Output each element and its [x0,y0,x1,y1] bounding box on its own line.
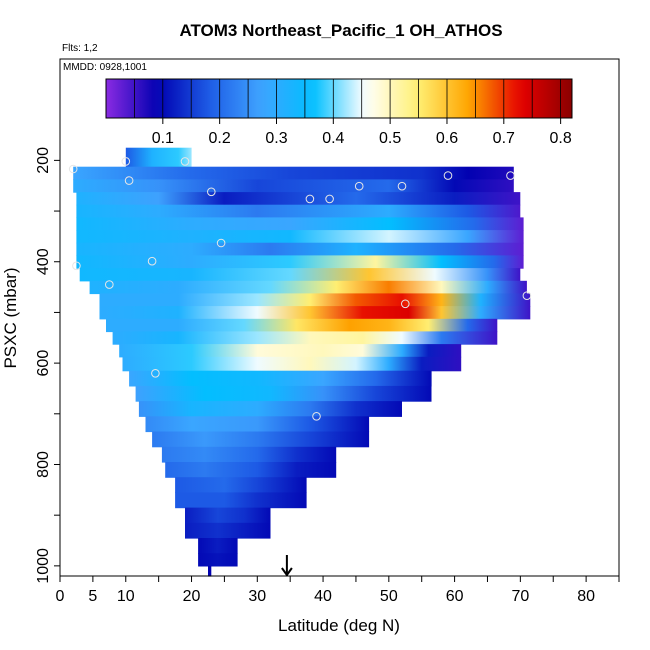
sample-point [443,171,453,180]
sample-point [325,194,334,204]
colorbar-gradient [105,78,573,119]
heatmap-band [175,492,307,509]
sample-point [124,176,134,185]
sample-point [151,369,160,378]
sample-point [522,291,532,301]
colorbar-tick-label: 0.3 [265,130,287,147]
x-axis: 0 5 10 20 30 40 50 60 70 80 [56,576,620,605]
sample-point [121,157,131,166]
x-tick-label: 30 [248,588,266,605]
y-tick-label: 1000 [35,548,52,584]
x-tick-label: 0 [56,588,65,605]
arrow-head [281,567,293,577]
heatmap-band [129,370,432,387]
heatmap-band [145,416,370,433]
heatmap-band [106,318,498,333]
heatmap [73,147,531,577]
heatmap-band [135,385,432,402]
x-tick-label: 10 [117,588,135,605]
heatmap-band [89,280,527,295]
sample-points [68,157,532,421]
heatmap-band [125,147,192,168]
sample-point [354,181,364,191]
sample-point [68,164,78,174]
chart-title: ATOM3 Northeast_Pacific_1 OH_ATHOS [179,21,502,40]
heatmap-band [73,179,514,193]
heatmap-band [76,230,524,244]
sample-point [506,171,515,180]
heatmap-band [76,192,521,206]
x-tick-label: 20 [183,588,201,605]
y-tick-label: 200 [35,147,52,174]
heatmap-band [112,331,498,345]
sample-point [180,157,190,166]
y-tick-label: 800 [35,451,52,478]
colorbar-tick-label: 0.6 [436,130,458,147]
heatmap-band [122,356,462,372]
colorbar-tick-label: 0.4 [322,130,344,147]
x-tick-label: 80 [577,588,595,605]
heatmap-band [198,553,238,567]
flights-label: Flts: 1,2 [62,43,98,54]
y-tick-label: 600 [35,350,52,377]
sample-point [147,256,157,266]
x-tick-label: 60 [446,588,464,605]
sample-point [312,412,321,421]
heatmap-band [208,565,212,577]
sample-point [305,194,315,204]
colorbar-tick-label: 0.5 [379,130,401,147]
heatmap-band [76,242,524,256]
x-tick-label: 70 [511,588,529,605]
sample-point [72,261,81,271]
latitude-marker-arrow [281,555,293,577]
heatmap-band [165,462,337,478]
heatmap-band [175,477,307,493]
colorbar-tick-label: 0.1 [152,130,174,147]
y-tick-label: 400 [35,248,52,275]
colorbar-tick-label: 0.2 [209,130,231,147]
colorbar: 0.1 0.2 0.3 0.4 0.5 0.6 0.7 0.8 [105,78,573,147]
x-tick-label: 40 [314,588,332,605]
x-tick-label: 5 [88,588,97,605]
sample-point [397,181,407,191]
date-label: MMDD: 0928,1001 [63,62,147,73]
heatmap-band [119,344,462,358]
sample-point [401,299,410,309]
heatmap-band [73,166,514,180]
heatmap-band [198,538,238,554]
heatmap-band [99,306,531,320]
sample-point [216,238,226,248]
x-tick-label: 50 [380,588,398,605]
colorbar-tick-label: 0.8 [550,130,572,147]
heatmap-band [185,522,271,539]
heatmap-band [79,268,521,282]
sample-point [207,187,216,197]
heatmap-band [161,446,337,463]
x-axis-label: Latitude (deg N) [278,616,400,635]
heatmap-band [185,507,271,524]
heatmap-band [76,255,524,269]
heatmap-band [99,293,531,307]
sample-point [105,280,114,289]
y-axis: 200 400 600 800 1000 [35,147,60,584]
heatmap-band [138,401,402,417]
heatmap-band [76,217,524,231]
heatmap-band [152,431,370,448]
colorbar-tick-label: 0.7 [493,130,515,147]
plot-frame [59,58,620,577]
heatmap-band [76,204,521,218]
y-axis-label: PSXC (mbar) [1,267,20,368]
